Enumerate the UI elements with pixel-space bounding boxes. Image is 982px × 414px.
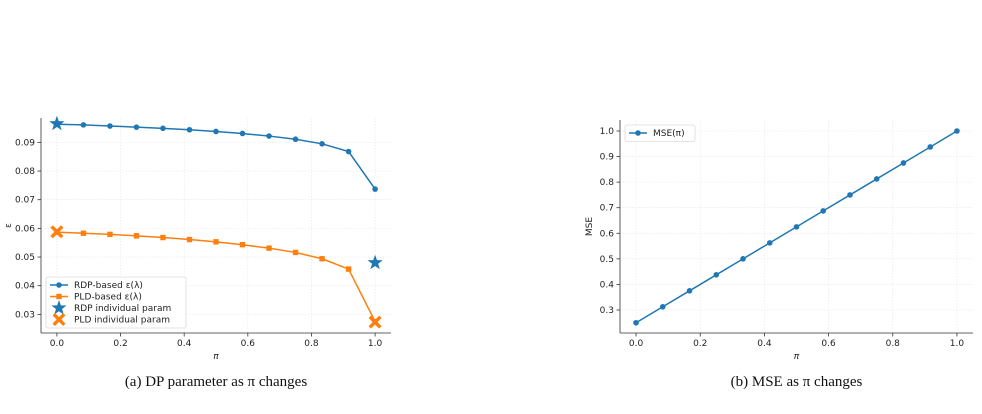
y-tick-label: 0.04: [15, 282, 35, 292]
legend-label: RDP individual param: [74, 304, 171, 314]
y-tick-label: 1.0: [600, 127, 615, 137]
data-point: [927, 144, 934, 150]
x-tick-label: 0.2: [113, 339, 127, 349]
y-axis-label: MSE: [585, 217, 595, 236]
data-point: [239, 242, 246, 248]
y-tick-label: 0.03: [15, 310, 35, 320]
y-tick-label: 0.4: [600, 280, 615, 290]
x-tick-label: 0.8: [886, 339, 901, 349]
data-point: [873, 176, 880, 182]
data-point: [368, 315, 382, 329]
legend-label: RDP-based ε(λ): [74, 281, 143, 291]
legend-label: MSE(π): [653, 129, 685, 139]
y-tick-label: 0.3: [600, 306, 614, 316]
data-point: [107, 123, 113, 129]
y-tick-label: 0.9: [600, 153, 615, 163]
data-point: [847, 192, 853, 198]
data-point: [49, 115, 65, 131]
data-point: [820, 208, 827, 214]
y-tick-label: 0.5: [600, 255, 614, 265]
data-point: [186, 236, 193, 243]
data-point: [367, 254, 383, 270]
y-tick-label: 0.06: [15, 224, 35, 234]
data-point: [633, 319, 639, 326]
data-point: [266, 133, 272, 139]
x-tick-label: 0.4: [757, 339, 772, 349]
data-point: [239, 130, 246, 137]
y-tick-label: 0.09: [15, 138, 35, 148]
data-point: [686, 288, 693, 294]
data-point: [372, 186, 378, 192]
x-axis-label: π: [213, 352, 219, 362]
y-tick-label: 0.08: [15, 167, 35, 177]
x-tick-label: 0.4: [177, 339, 192, 349]
data-point: [659, 303, 666, 310]
data-point: [713, 272, 720, 278]
x-tick-label: 1.0: [950, 339, 965, 349]
legend-marker: [56, 293, 62, 300]
y-axis-label: ε: [4, 223, 14, 228]
data-point: [186, 126, 193, 133]
caption: (a) DP parameter as π changes: [125, 374, 308, 390]
data-point: [160, 234, 166, 241]
x-tick-label: 0.0: [629, 339, 644, 349]
y-tick-label: 0.05: [15, 253, 35, 263]
y-tick-label: 0.8: [600, 178, 615, 188]
x-tick-label: 1.0: [368, 339, 383, 349]
data-point: [160, 125, 166, 132]
data-point: [766, 240, 773, 246]
data-point: [740, 256, 746, 262]
data-point: [793, 224, 800, 230]
legend-marker: [635, 130, 641, 136]
legend-box: [624, 124, 696, 142]
data-point: [133, 233, 140, 239]
legend-box: [45, 276, 187, 329]
legend-label: PLD individual param: [74, 316, 170, 326]
y-tick-label: 0.6: [600, 229, 615, 239]
x-tick-label: 0.0: [50, 339, 65, 349]
data-point: [80, 122, 87, 128]
caption: (b) MSE as π changes: [731, 374, 863, 390]
data-point: [292, 136, 299, 143]
y-tick-label: 0.7: [600, 204, 614, 214]
data-point: [345, 148, 352, 155]
legend-marker: [56, 282, 62, 288]
data-point: [292, 249, 299, 256]
x-tick-label: 0.6: [241, 339, 256, 349]
x-axis-label: π: [794, 352, 800, 362]
data-point: [319, 256, 325, 262]
data-point: [319, 141, 325, 147]
data-point: [900, 160, 907, 166]
data-point: [954, 128, 960, 134]
legend-marker: [51, 300, 67, 315]
x-tick-label: 0.6: [821, 339, 836, 349]
x-tick-label: 0.8: [304, 339, 319, 349]
data-point: [213, 239, 219, 245]
data-point: [50, 225, 64, 239]
legend-marker: [52, 313, 66, 326]
x-tick-label: 0.2: [693, 339, 707, 349]
data-point: [266, 245, 272, 251]
y-tick-label: 0.07: [15, 196, 35, 206]
data-point: [213, 128, 219, 135]
legend-label: PLD-based ε(λ): [74, 293, 142, 303]
data-point: [133, 124, 140, 130]
data-point: [80, 230, 87, 236]
data-point: [345, 266, 352, 272]
data-point: [107, 231, 113, 238]
